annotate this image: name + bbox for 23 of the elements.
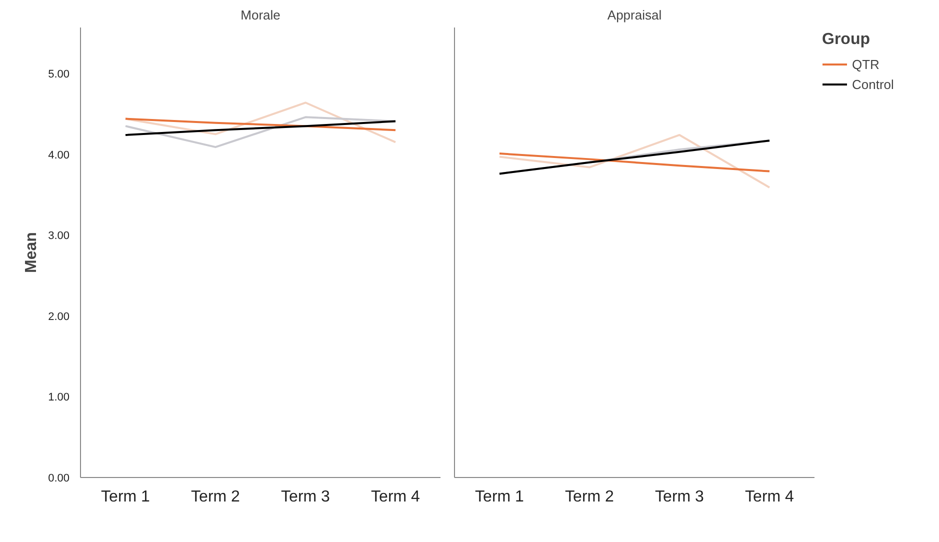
y-tick-label: 5.00 (48, 68, 70, 81)
y-axis-title: Mean (23, 232, 40, 273)
x-tick-label: Term 2 (565, 488, 614, 506)
x-tick-label: Term 2 (191, 488, 240, 506)
x-tick-label: Term 3 (655, 488, 704, 506)
y-tick-label: 0.00 (48, 472, 70, 484)
legend-title: Group (822, 31, 871, 49)
x-tick-label: Term 1 (475, 488, 524, 506)
line-series (124, 118, 396, 132)
legend-label: Control (852, 76, 894, 92)
y-tick-label: 4.00 (48, 149, 70, 162)
chart-title: Appraisal (607, 8, 662, 22)
legend-label: QTR (852, 56, 880, 72)
x-tick-label: Term 3 (281, 488, 330, 506)
y-tick-label: 1.00 (48, 392, 70, 404)
line-series (124, 116, 396, 148)
x-tick-label: Term 4 (745, 488, 794, 506)
x-tick-label: Term 1 (101, 488, 150, 506)
chart-title: Morale (240, 8, 280, 22)
y-tick-label: 2.00 (48, 310, 70, 323)
y-tick-label: 3.00 (48, 230, 70, 242)
x-tick-label: Term 4 (371, 488, 420, 506)
line-series (124, 120, 396, 136)
